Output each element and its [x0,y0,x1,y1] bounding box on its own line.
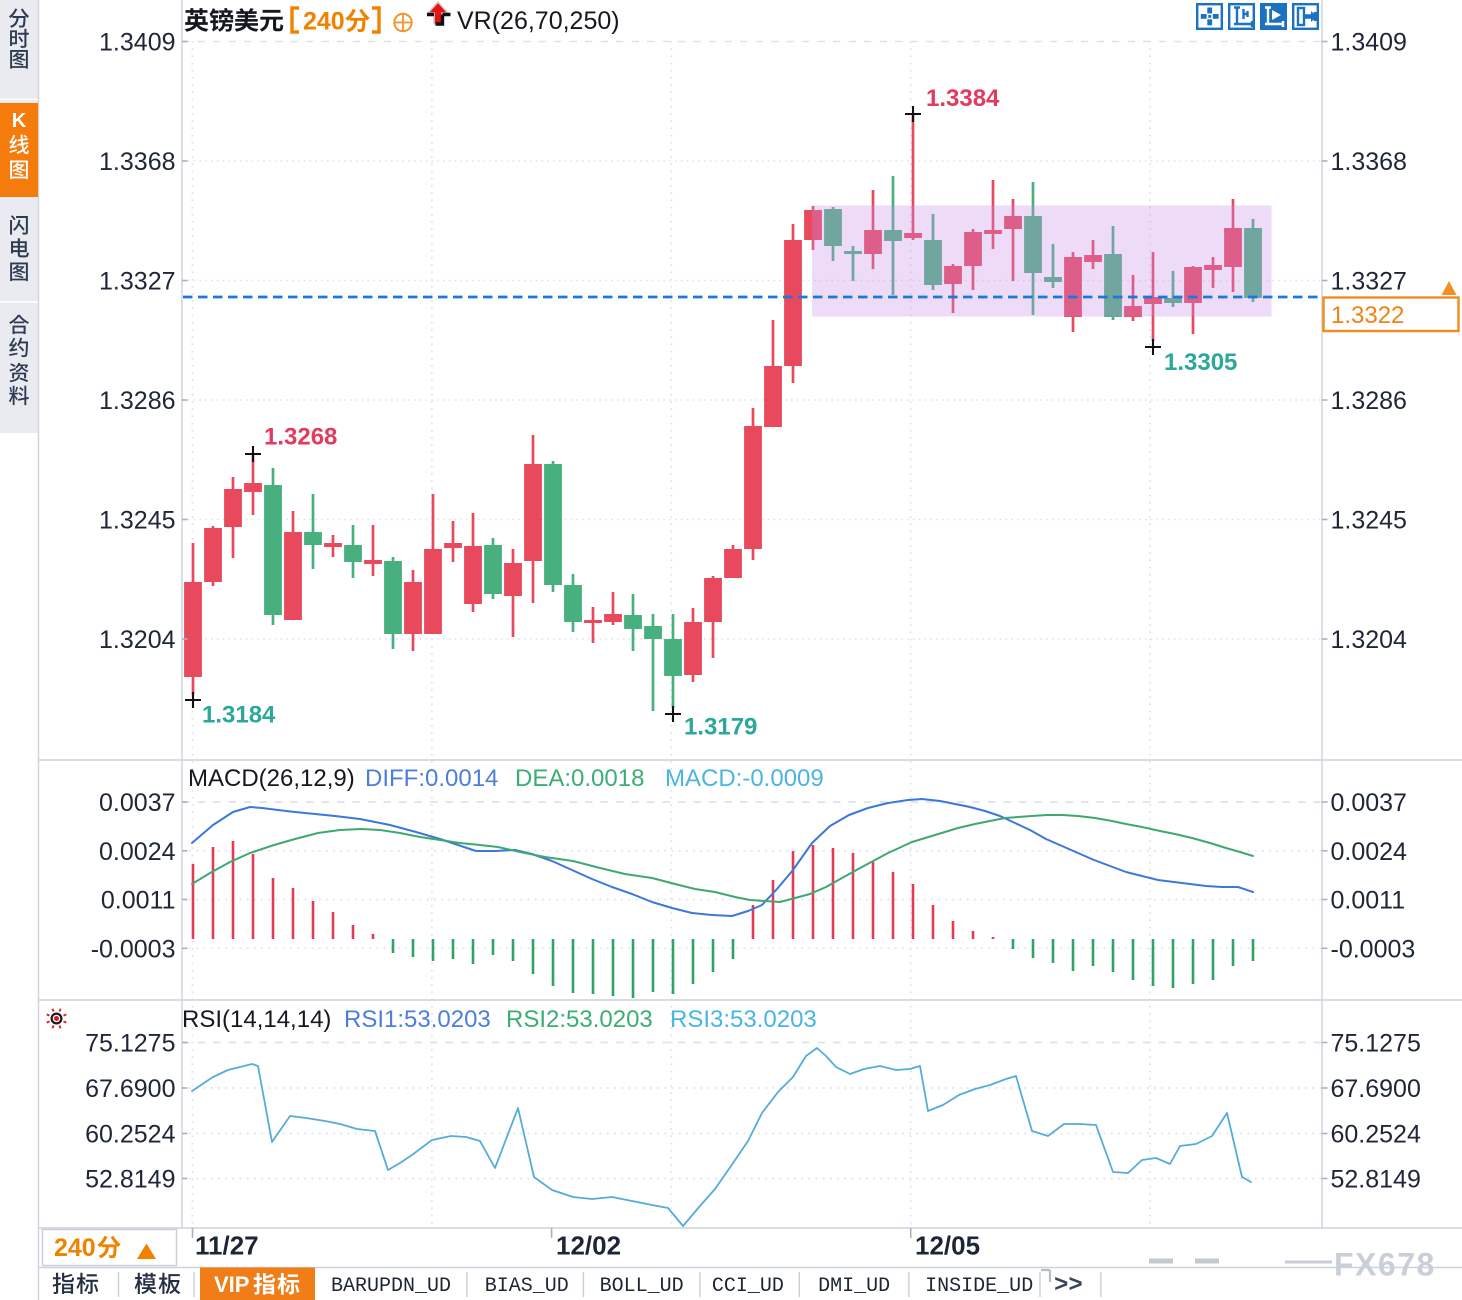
svg-text:67.6900: 67.6900 [1331,1075,1421,1103]
svg-text:75.1275: 75.1275 [1331,1030,1421,1058]
svg-text:INSIDE_UD: INSIDE_UD [925,1275,1033,1298]
svg-text:1.3409: 1.3409 [1331,29,1407,57]
svg-text:0.0024: 0.0024 [1331,838,1408,866]
svg-text:DEA:0.0018: DEA:0.0018 [515,765,644,792]
svg-text:CCI_UD: CCI_UD [712,1275,784,1298]
svg-text:1.3368: 1.3368 [99,148,175,176]
svg-text:BOLL_UD: BOLL_UD [600,1275,684,1298]
svg-text:240: 240 [54,1234,96,1262]
svg-text:1.3245: 1.3245 [1331,507,1407,535]
svg-text:RSI3:53.0203: RSI3:53.0203 [670,1006,817,1033]
svg-text:1.3327: 1.3327 [99,268,175,296]
svg-text:1.3409: 1.3409 [99,29,175,57]
svg-text:12/05: 12/05 [915,1230,980,1260]
svg-text:12/02: 12/02 [556,1230,621,1260]
svg-text:11/27: 11/27 [195,1230,259,1260]
svg-text:1.3305: 1.3305 [1164,349,1237,376]
svg-text:1.3204: 1.3204 [99,626,176,654]
svg-text:VIP: VIP [214,1272,249,1297]
svg-text:67.6900: 67.6900 [85,1075,175,1103]
svg-text:1.3204: 1.3204 [1331,626,1408,654]
svg-text:1.3286: 1.3286 [1331,387,1407,415]
svg-text:>>: >> [1054,1273,1083,1300]
svg-text:MACD(26,12,9): MACD(26,12,9) [188,765,355,792]
svg-text:52.8149: 52.8149 [1331,1166,1421,1194]
svg-text:1.3368: 1.3368 [1331,148,1407,176]
svg-text:RSI(14,14,14): RSI(14,14,14) [182,1006,331,1033]
svg-text:75.1275: 75.1275 [85,1030,175,1058]
svg-text:1.3268: 1.3268 [264,424,337,451]
svg-text:VR(26,70,250): VR(26,70,250) [457,7,620,35]
svg-text:60.2524: 60.2524 [1331,1121,1421,1149]
svg-text:1.3384: 1.3384 [926,85,1000,112]
svg-text:1.3245: 1.3245 [99,507,175,535]
svg-text:FX678: FX678 [1334,1247,1436,1283]
svg-text:240: 240 [303,8,345,36]
svg-text:-0.0003: -0.0003 [1331,935,1416,963]
svg-text:DMI_UD: DMI_UD [818,1275,890,1298]
svg-text:60.2524: 60.2524 [85,1121,175,1149]
svg-text:RSI2:53.0203: RSI2:53.0203 [506,1006,653,1033]
svg-text:-0.0003: -0.0003 [91,935,176,963]
svg-text:52.8149: 52.8149 [85,1166,175,1194]
svg-text:1.3286: 1.3286 [99,387,175,415]
svg-text:MACD:-0.0009: MACD:-0.0009 [665,765,824,792]
svg-text:BIAS_UD: BIAS_UD [485,1275,569,1298]
svg-text:RSI1:53.0203: RSI1:53.0203 [344,1006,491,1033]
svg-text:1.3322: 1.3322 [1331,302,1404,329]
svg-text:BARUPDN_UD: BARUPDN_UD [331,1275,451,1298]
svg-text:0.0037: 0.0037 [99,789,175,817]
svg-text:0.0024: 0.0024 [99,838,176,866]
svg-text:DIFF:0.0014: DIFF:0.0014 [365,765,498,792]
svg-text:K: K [12,110,27,132]
svg-text:1.3184: 1.3184 [202,702,276,729]
svg-text:0.0037: 0.0037 [1331,789,1407,817]
svg-text:1.3179: 1.3179 [684,714,757,741]
svg-text:0.0011: 0.0011 [101,887,176,915]
svg-text:1.3327: 1.3327 [1331,268,1407,296]
svg-text:0.0011: 0.0011 [1331,887,1406,915]
